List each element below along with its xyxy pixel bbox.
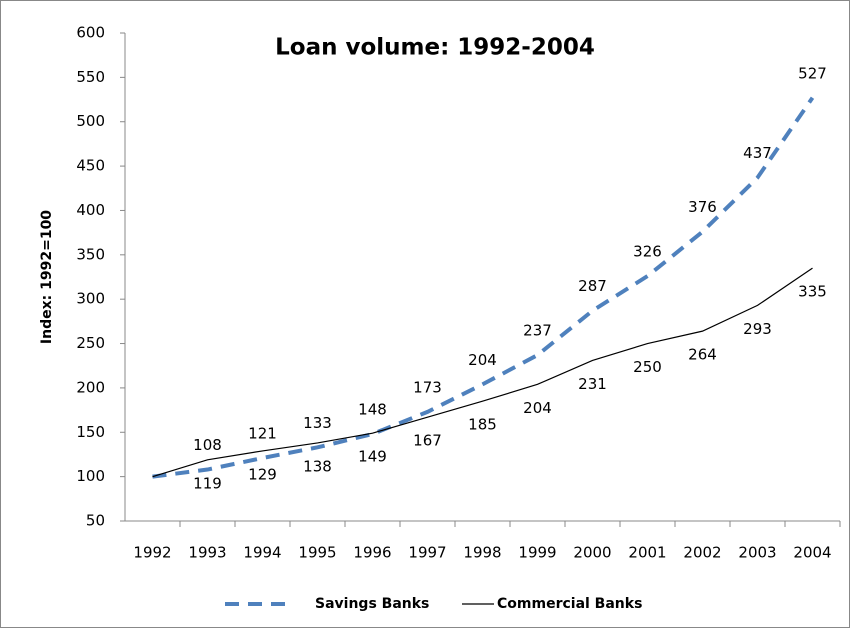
legend-label: Commercial Banks bbox=[497, 596, 642, 612]
x-tick-label: 1999 bbox=[518, 544, 556, 562]
series-line bbox=[152, 96, 815, 479]
data-label: 335 bbox=[798, 283, 827, 301]
series-line bbox=[152, 267, 813, 478]
data-label: 204 bbox=[468, 351, 497, 369]
data-label: 133 bbox=[303, 414, 332, 432]
x-tick-label: 2000 bbox=[573, 544, 611, 562]
y-tick-label: 550 bbox=[76, 68, 105, 86]
data-label: 204 bbox=[523, 399, 552, 417]
y-tick-label: 300 bbox=[76, 290, 105, 308]
y-tick-label: 500 bbox=[76, 112, 105, 130]
y-tick-label: 450 bbox=[76, 157, 105, 175]
x-tick-label: 1997 bbox=[408, 544, 446, 562]
data-label: 293 bbox=[743, 320, 772, 338]
legend-label: Savings Banks bbox=[315, 596, 429, 612]
data-label: 326 bbox=[633, 243, 662, 261]
data-label: 149 bbox=[358, 448, 387, 466]
data-label: 148 bbox=[358, 401, 387, 419]
x-tick-label: 1995 bbox=[298, 544, 336, 562]
data-label: 119 bbox=[193, 474, 222, 492]
x-tick-label: 2003 bbox=[738, 544, 776, 562]
y-tick-label: 200 bbox=[76, 378, 105, 396]
y-tick-label: 100 bbox=[76, 467, 105, 485]
x-tick-label: 2004 bbox=[793, 544, 831, 562]
chart-title: Loan volume: 1992-2004 bbox=[275, 35, 595, 61]
data-label: 237 bbox=[523, 322, 552, 340]
y-tick-label: 400 bbox=[76, 201, 105, 219]
data-label: 173 bbox=[413, 378, 442, 396]
data-label: 121 bbox=[248, 425, 277, 443]
x-tick-label: 1996 bbox=[353, 544, 391, 562]
y-tick-label: 50 bbox=[86, 512, 105, 530]
data-label: 437 bbox=[743, 144, 772, 162]
x-tick-label: 1992 bbox=[133, 544, 171, 562]
data-label: 250 bbox=[633, 358, 662, 376]
x-tick-label: 1994 bbox=[243, 544, 281, 562]
data-label: 167 bbox=[413, 432, 442, 450]
data-label: 185 bbox=[468, 416, 497, 434]
data-label: 264 bbox=[688, 346, 717, 364]
y-tick-label: 150 bbox=[76, 423, 105, 441]
data-label: 138 bbox=[303, 457, 332, 475]
x-tick-label: 1993 bbox=[188, 544, 226, 562]
x-tick-label: 1998 bbox=[463, 544, 501, 562]
y-tick-label: 600 bbox=[76, 24, 105, 42]
y-axis-title: Index: 1992=100 bbox=[39, 210, 55, 344]
x-tick-label: 2002 bbox=[683, 544, 721, 562]
data-label: 129 bbox=[248, 465, 277, 483]
data-label: 376 bbox=[688, 198, 717, 216]
y-tick-label: 350 bbox=[76, 245, 105, 263]
y-tick-label: 250 bbox=[76, 334, 105, 352]
data-label: 231 bbox=[578, 375, 607, 393]
x-tick-label: 2001 bbox=[628, 544, 666, 562]
data-label: 108 bbox=[193, 436, 222, 454]
data-label: 287 bbox=[578, 277, 607, 295]
data-label: 527 bbox=[798, 64, 827, 82]
